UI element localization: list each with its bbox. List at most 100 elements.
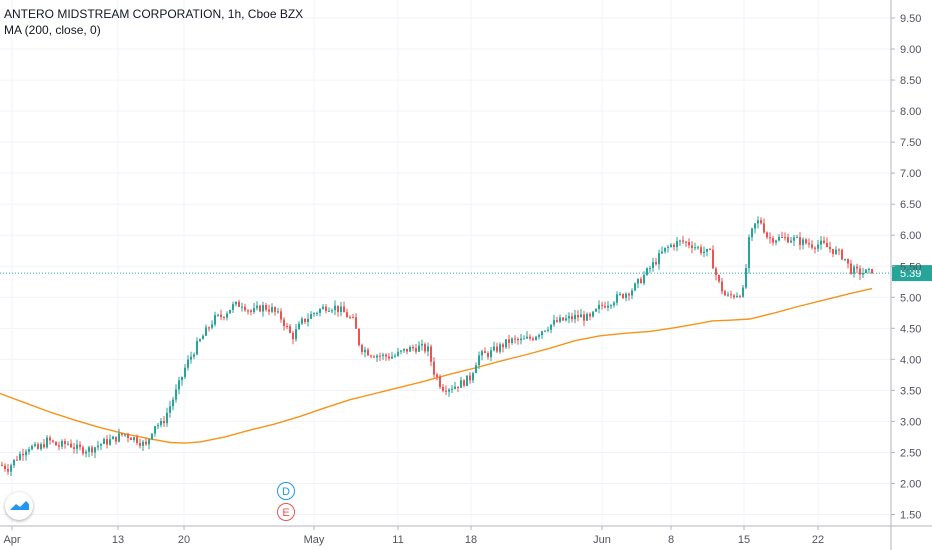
candle-body — [451, 388, 453, 390]
candle-body — [502, 344, 504, 348]
candles-layer — [1, 216, 873, 476]
candle-body — [586, 313, 588, 321]
dividend-marker[interactable]: D — [282, 486, 290, 498]
candle-body — [274, 307, 276, 312]
candle-body — [304, 318, 306, 322]
candle-body — [766, 232, 768, 238]
candle-body — [565, 318, 567, 321]
candle-body — [697, 247, 699, 249]
candle-body — [268, 309, 270, 312]
chart-legend: ANTERO MIDSTREAM CORPORATION, 1h, Cboe B… — [4, 6, 303, 38]
candle-body — [706, 248, 708, 252]
candle-body — [115, 436, 117, 442]
candle-body — [40, 444, 42, 449]
candle-body — [184, 367, 186, 377]
candle-body — [1, 464, 3, 466]
candle-body — [52, 440, 54, 442]
candle-body — [76, 444, 78, 449]
last-price-layer: 5.39 — [0, 265, 932, 282]
candle-body — [526, 336, 528, 339]
candle-body — [289, 326, 291, 333]
candle-body — [397, 351, 399, 356]
y-tick-label: 5.00 — [900, 292, 921, 304]
candle-body — [238, 301, 240, 307]
candle-body — [625, 293, 627, 298]
candle-body — [388, 356, 390, 359]
candle-body — [217, 314, 219, 316]
candle-body — [730, 294, 732, 296]
earnings-marker[interactable]: E — [282, 507, 289, 519]
candle-body — [523, 338, 525, 340]
candle-body — [598, 304, 600, 309]
candle-body — [70, 443, 72, 448]
candle-body — [34, 444, 36, 446]
candle-body — [535, 336, 537, 340]
candle-body — [292, 332, 294, 340]
candle-body — [43, 444, 45, 448]
candle-body — [850, 263, 852, 274]
candle-body — [169, 406, 171, 413]
y-tick-label: 3.50 — [900, 385, 921, 397]
candle-body — [151, 433, 153, 440]
candle-body — [445, 390, 447, 392]
candle-body — [757, 220, 759, 224]
candle-body — [685, 241, 687, 243]
candle-body — [667, 246, 669, 248]
candle-body — [676, 241, 678, 248]
candle-body — [574, 315, 576, 320]
candle-body — [487, 353, 489, 357]
candle-body — [205, 327, 207, 336]
candle-body — [763, 223, 765, 233]
candle-body — [517, 339, 519, 341]
candle-body — [592, 311, 594, 317]
candle-body — [496, 346, 498, 352]
x-tick-label: Apr — [3, 534, 20, 546]
candle-body — [481, 351, 483, 356]
candle-body — [589, 313, 591, 317]
candle-body — [514, 338, 516, 340]
candle-body — [13, 459, 15, 466]
candle-body — [97, 445, 99, 448]
candle-body — [103, 439, 105, 444]
candle-body — [862, 273, 864, 275]
candle-body — [553, 320, 555, 325]
candle-body — [136, 437, 138, 443]
candle-body — [265, 305, 267, 310]
candle-body — [718, 275, 720, 282]
candle-body — [310, 314, 312, 319]
candle-body — [94, 447, 96, 453]
candle-body — [406, 348, 408, 352]
tradingview-logo[interactable] — [5, 492, 33, 520]
candle-body — [832, 249, 834, 254]
candle-body — [157, 425, 159, 427]
candle-body — [49, 437, 51, 441]
candle-body — [643, 274, 645, 284]
candle-body — [844, 258, 846, 260]
candle-body — [769, 237, 771, 239]
candle-body — [367, 349, 369, 356]
candle-body — [640, 278, 642, 283]
event-markers[interactable]: D E — [277, 482, 295, 521]
candle-body — [754, 223, 756, 229]
candle-body — [442, 386, 444, 391]
candle-body — [472, 373, 474, 381]
candle-body — [229, 309, 231, 314]
candle-body — [67, 443, 69, 445]
candle-body — [241, 306, 243, 308]
candle-body — [739, 295, 741, 297]
dividend-marker-circle[interactable] — [277, 482, 295, 500]
symbol-title[interactable]: ANTERO MIDSTREAM CORPORATION, 1h, Cboe B… — [4, 7, 304, 21]
ma-indicator-label[interactable]: MA (200, close, 0) — [4, 23, 101, 37]
candle-body — [742, 287, 744, 297]
candle-body — [322, 306, 324, 309]
candle-body — [805, 239, 807, 244]
y-tick-label: 6.50 — [900, 199, 921, 211]
candle-body — [700, 247, 702, 253]
earnings-marker-circle[interactable] — [277, 503, 295, 521]
candle-body — [541, 331, 543, 336]
candle-body — [337, 305, 339, 312]
y-tick-label: 9.00 — [900, 44, 921, 56]
candle-body — [421, 344, 423, 346]
